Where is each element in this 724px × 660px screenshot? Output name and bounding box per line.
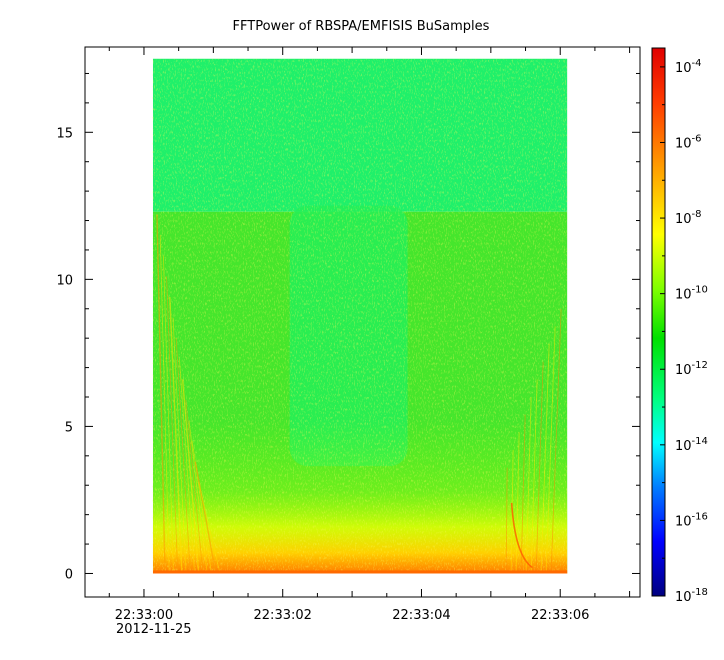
colorbar-tick-label: 10-4 xyxy=(675,58,702,76)
streak-right xyxy=(520,414,526,572)
streak-right xyxy=(540,344,550,572)
colorbar-tick-label: 10-6 xyxy=(675,133,702,151)
streak-right xyxy=(550,308,562,572)
streak-right xyxy=(545,326,556,572)
streak-left xyxy=(188,420,208,572)
streak-right xyxy=(535,361,544,572)
spectrogram-floor-line xyxy=(152,570,568,574)
colorbar-tick-label: 10-8 xyxy=(675,209,702,227)
streak-left xyxy=(156,214,166,572)
y-tick-label: 5 xyxy=(65,420,73,435)
streak-left xyxy=(169,296,183,572)
colorbar-tick-label: 10-18 xyxy=(675,587,708,605)
spectrogram-noise-texture xyxy=(152,58,568,574)
streak-left xyxy=(172,317,187,572)
y-tick-label: 0 xyxy=(65,567,73,582)
colorbar-tick-label: 10-14 xyxy=(675,436,708,454)
colorbar-tick-label: 10-10 xyxy=(675,285,708,303)
streak-right xyxy=(515,432,520,572)
streak-left xyxy=(194,461,217,572)
plot-frame xyxy=(84,46,641,598)
streak-left xyxy=(185,399,204,572)
chart-title: FFTPower of RBSPA/EMFISIS BuSamples xyxy=(233,19,490,34)
x-tick-label: 22:33:02 xyxy=(254,608,312,623)
streak-right xyxy=(530,379,538,572)
streak-left xyxy=(181,379,200,572)
streak-left xyxy=(175,338,191,572)
spectrogram xyxy=(152,58,568,574)
y-axis: 0 5 10 15 xyxy=(56,72,640,582)
streak-right xyxy=(525,396,532,572)
streak-right-arc xyxy=(510,502,533,569)
streak-left xyxy=(178,358,195,572)
y-tick-label: 15 xyxy=(56,126,73,141)
colorbar-gradient xyxy=(651,47,666,597)
colorbar-ticks: 10-4 10-6 10-8 10-10 10-12 10-14 10-16 10-18 xyxy=(660,58,708,605)
colorbar: 10-4 10-6 10-8 10-10 10-12 10-14 10-16 10-18 xyxy=(651,47,708,605)
streak-left xyxy=(159,235,170,572)
spectrogram-streaks-right xyxy=(505,308,562,572)
x-tick-sublabel: 2012-11-25 xyxy=(116,622,192,637)
x-tick-label: 22:33:06 xyxy=(531,608,589,623)
colorbar-tick-label: 10-16 xyxy=(675,511,708,529)
colorbar-tick-label: 10-12 xyxy=(675,360,708,378)
x-tick-label: 22:33:04 xyxy=(392,608,450,623)
y-tick-label: 10 xyxy=(56,273,73,288)
streak-right xyxy=(505,467,508,572)
x-tick-label: 22:33:00 xyxy=(115,608,173,623)
spectrogram-streaks-left xyxy=(156,214,220,572)
streak-left xyxy=(166,276,178,572)
streak-left xyxy=(162,255,174,572)
streak-left xyxy=(198,482,220,572)
